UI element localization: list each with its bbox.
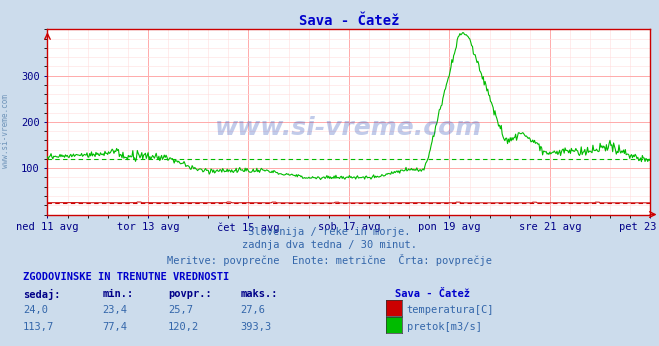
Text: 77,4: 77,4 — [102, 322, 127, 333]
Text: 27,6: 27,6 — [241, 305, 266, 315]
Text: sedaj:: sedaj: — [23, 289, 61, 300]
Text: povpr.:: povpr.: — [168, 289, 212, 299]
Text: Slovenija / reke in morje.: Slovenija / reke in morje. — [248, 227, 411, 237]
Text: 113,7: 113,7 — [23, 322, 54, 333]
Text: zadnja dva tedna / 30 minut.: zadnja dva tedna / 30 minut. — [242, 240, 417, 251]
Text: 120,2: 120,2 — [168, 322, 199, 333]
Text: www.si-vreme.com: www.si-vreme.com — [1, 94, 10, 169]
Title: Sava - Čatež: Sava - Čatež — [299, 14, 399, 28]
Text: pretok[m3/s]: pretok[m3/s] — [407, 322, 482, 333]
Text: maks.:: maks.: — [241, 289, 278, 299]
Text: 393,3: 393,3 — [241, 322, 272, 333]
Text: 24,0: 24,0 — [23, 305, 48, 315]
Text: Meritve: povprečne  Enote: metrične  Črta: povprečje: Meritve: povprečne Enote: metrične Črta:… — [167, 254, 492, 266]
Text: 25,7: 25,7 — [168, 305, 193, 315]
Text: ZGODOVINSKE IN TRENUTNE VREDNOSTI: ZGODOVINSKE IN TRENUTNE VREDNOSTI — [23, 272, 229, 282]
Text: temperatura[C]: temperatura[C] — [407, 305, 494, 315]
Text: www.si-vreme.com: www.si-vreme.com — [215, 116, 482, 139]
Text: min.:: min.: — [102, 289, 133, 299]
Text: 23,4: 23,4 — [102, 305, 127, 315]
Text: Sava - Čatež: Sava - Čatež — [395, 289, 471, 299]
